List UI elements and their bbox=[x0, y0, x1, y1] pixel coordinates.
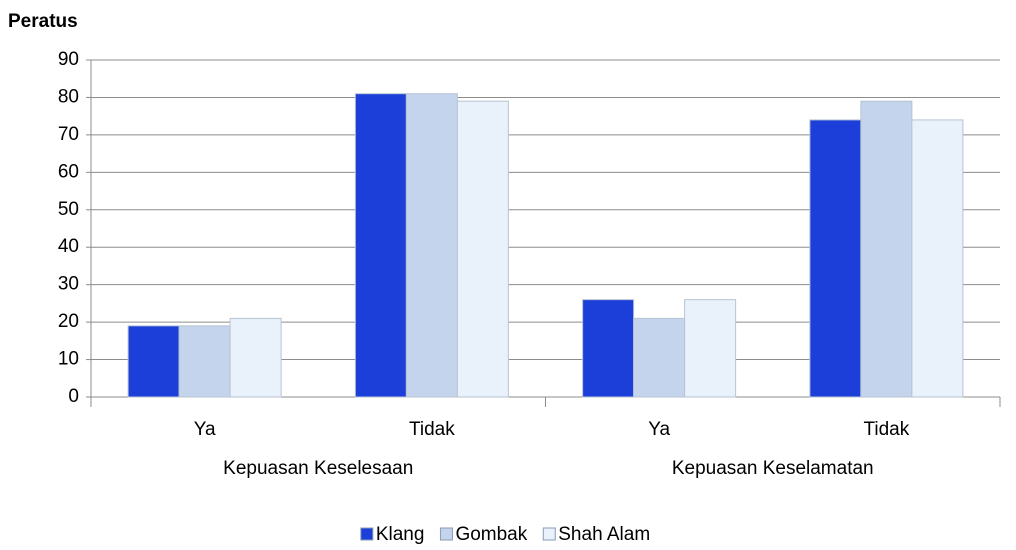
y-tick-label: 90 bbox=[58, 49, 79, 70]
group-label: Kepuasan Keselesaan bbox=[223, 458, 413, 479]
x-tick-label: Ya bbox=[194, 419, 216, 440]
bar bbox=[229, 317, 282, 398]
y-tick-label: 30 bbox=[58, 274, 79, 295]
bar bbox=[911, 119, 964, 398]
y-tick-label: 40 bbox=[58, 236, 79, 257]
y-tick-label: 70 bbox=[58, 124, 79, 145]
legend-label: Shah Alam bbox=[558, 524, 650, 545]
legend-swatch bbox=[360, 527, 374, 541]
bar bbox=[684, 299, 737, 398]
legend-label: Gombak bbox=[455, 524, 527, 545]
bar bbox=[809, 119, 862, 398]
y-tick-label: 60 bbox=[58, 161, 79, 182]
y-axis-label: Peratus bbox=[8, 11, 78, 32]
x-tick-label: Ya bbox=[648, 419, 670, 440]
y-tick-label: 20 bbox=[58, 311, 79, 332]
bar bbox=[582, 299, 635, 398]
y-tick-label: 50 bbox=[58, 199, 79, 220]
y-tick-label: 10 bbox=[58, 349, 79, 370]
bar bbox=[456, 100, 509, 398]
bar bbox=[633, 317, 686, 398]
legend-swatch bbox=[439, 527, 453, 541]
bar bbox=[178, 325, 231, 398]
group-label: Kepuasan Keselamatan bbox=[672, 458, 874, 479]
y-tick-label: 0 bbox=[68, 386, 79, 407]
legend: Klang Gombak Shah Alam bbox=[360, 524, 650, 545]
legend-label: Klang bbox=[376, 524, 425, 545]
x-tick-label: Tidak bbox=[863, 419, 909, 440]
bar bbox=[354, 93, 407, 398]
bar bbox=[405, 93, 458, 398]
y-tick-label: 80 bbox=[58, 86, 79, 107]
bar bbox=[127, 325, 180, 398]
legend-swatch bbox=[542, 527, 556, 541]
x-tick-label: Tidak bbox=[409, 419, 455, 440]
bar bbox=[860, 100, 913, 398]
